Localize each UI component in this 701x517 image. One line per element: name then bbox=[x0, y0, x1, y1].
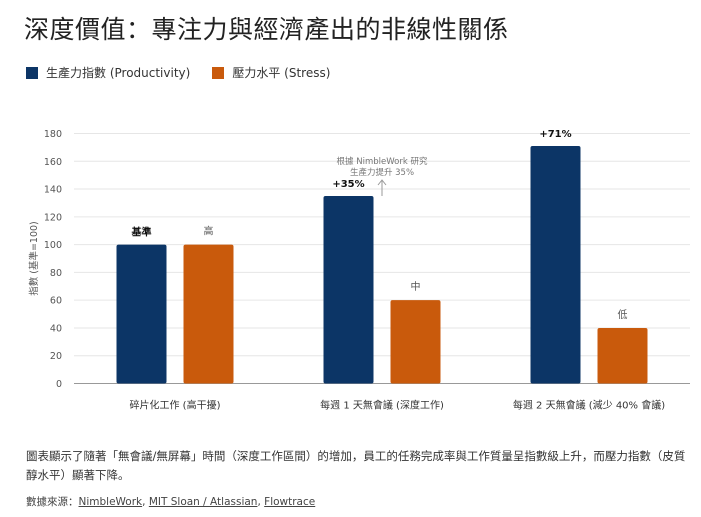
data-label-stress: 高 bbox=[204, 225, 214, 238]
data-label-stress: 低 bbox=[618, 308, 628, 321]
source-prefix: 數據來源： bbox=[26, 496, 79, 508]
bar-productivity bbox=[116, 244, 167, 384]
y-tick-label: 20 bbox=[50, 351, 62, 362]
y-tick-label: 100 bbox=[44, 240, 62, 251]
legend-item-productivity: 生產力指數 (Productivity) bbox=[26, 64, 190, 81]
annotation-arrow-head bbox=[377, 179, 387, 186]
x-category-label: 每週 2 天無會議 (減少 40% 會議) bbox=[513, 399, 665, 412]
legend-item-stress: 壓力水平 (Stress) bbox=[212, 64, 330, 81]
y-tick-label: 160 bbox=[44, 157, 62, 168]
x-category-label: 每週 1 天無會議 (深度工作) bbox=[320, 399, 444, 412]
source-link-flowtrace[interactable]: Flowtrace bbox=[264, 496, 316, 508]
y-tick-label: 80 bbox=[50, 268, 62, 279]
y-tick-label: 40 bbox=[50, 323, 62, 334]
legend: 生產力指數 (Productivity) 壓力水平 (Stress) bbox=[26, 64, 352, 81]
data-label-productivity: +71% bbox=[539, 129, 571, 140]
chart-note: 圖表顯示了隨著「無會議/無屏幕」時間（深度工作區間）的增加，員工的任務完成率與工… bbox=[26, 449, 686, 482]
y-tick-label: 180 bbox=[44, 129, 62, 140]
legend-label-stress: 壓力水平 (Stress) bbox=[232, 66, 331, 80]
bar-stress bbox=[390, 300, 441, 384]
y-tick-label: 60 bbox=[50, 296, 62, 307]
bar-stress bbox=[183, 244, 234, 384]
source-link-nimblework[interactable]: NimbleWork bbox=[78, 496, 143, 508]
bar-stress bbox=[597, 327, 648, 384]
source-line: 數據來源：NimbleWork, MIT Sloan / Atlassian, … bbox=[26, 496, 316, 508]
chart-title: 深度價值：專注力與經濟產出的非線性關係 bbox=[24, 15, 509, 44]
data-label-productivity: +35% bbox=[332, 179, 364, 190]
bar-productivity bbox=[323, 196, 374, 384]
bar-productivity bbox=[530, 146, 581, 384]
y-tick-label: 0 bbox=[56, 379, 62, 390]
y-tick-label: 140 bbox=[44, 185, 62, 196]
bar-chart: 0 20 40 60 80 100 120 140 160 180 指數 (基準=100) 碎片化工作… bbox=[28, 129, 690, 412]
legend-label-productivity: 生產力指數 (Productivity) bbox=[46, 66, 191, 80]
y-axis-label: 指數 (基準=100) bbox=[28, 221, 40, 296]
x-category-label: 碎片化工作 (高干擾) bbox=[130, 399, 221, 412]
annotation-line-1: 根據 NimbleWork 研究 bbox=[337, 156, 428, 167]
source-link-mit-sloan[interactable]: MIT Sloan / Atlassian bbox=[148, 496, 258, 508]
y-tick-label: 120 bbox=[44, 212, 62, 223]
legend-swatch-stress bbox=[212, 66, 225, 79]
data-label-productivity: 基準 bbox=[131, 226, 152, 239]
data-label-stress: 中 bbox=[411, 280, 421, 293]
legend-swatch-productivity bbox=[26, 66, 38, 79]
annotation-line-2: 生產力提升 35% bbox=[350, 167, 414, 178]
